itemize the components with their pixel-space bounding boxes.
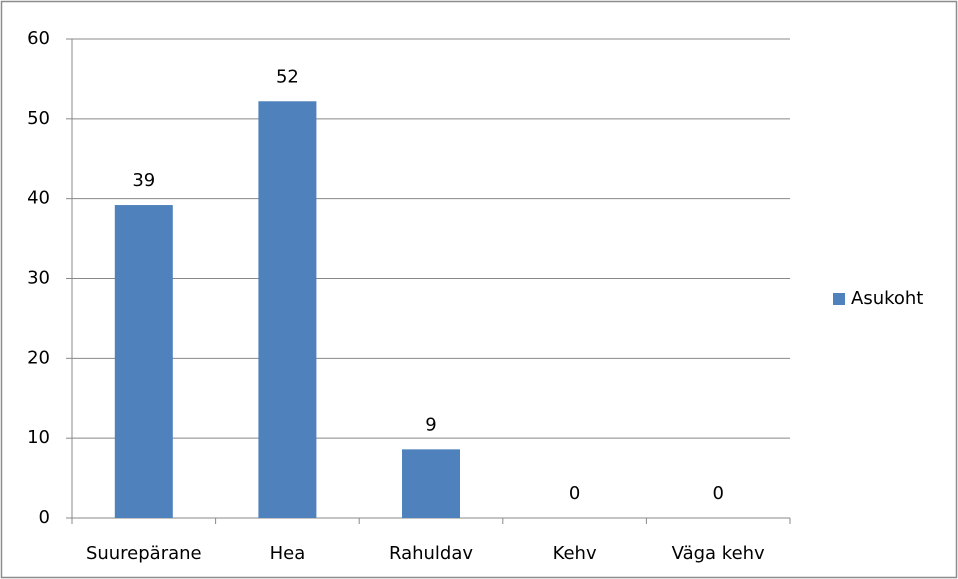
y-tick-label: 50 [27,108,50,129]
value-label: 9 [425,414,436,435]
y-tick-label: 0 [39,507,50,528]
x-tick-label: Suurepärane [86,543,202,564]
y-tick-label: 60 [27,28,50,49]
value-label: 0 [569,483,580,504]
bar [402,449,460,518]
y-tick-label: 40 [27,188,50,209]
value-label: 0 [712,483,723,504]
value-label: 39 [132,170,155,191]
bar [258,101,317,519]
y-tick-label: 10 [27,427,50,448]
value-label: 52 [276,66,299,87]
y-tick-label: 20 [27,347,50,368]
legend-label: Asukoht [851,288,923,309]
x-tick-label: Rahuldav [389,543,473,564]
y-tick-label: 30 [27,268,50,289]
x-tick-label: Väga kehv [672,543,765,564]
x-tick-label: Kehv [553,543,597,564]
x-tick-label: Hea [270,543,306,564]
bar [114,205,173,518]
legend-swatch [833,293,845,305]
